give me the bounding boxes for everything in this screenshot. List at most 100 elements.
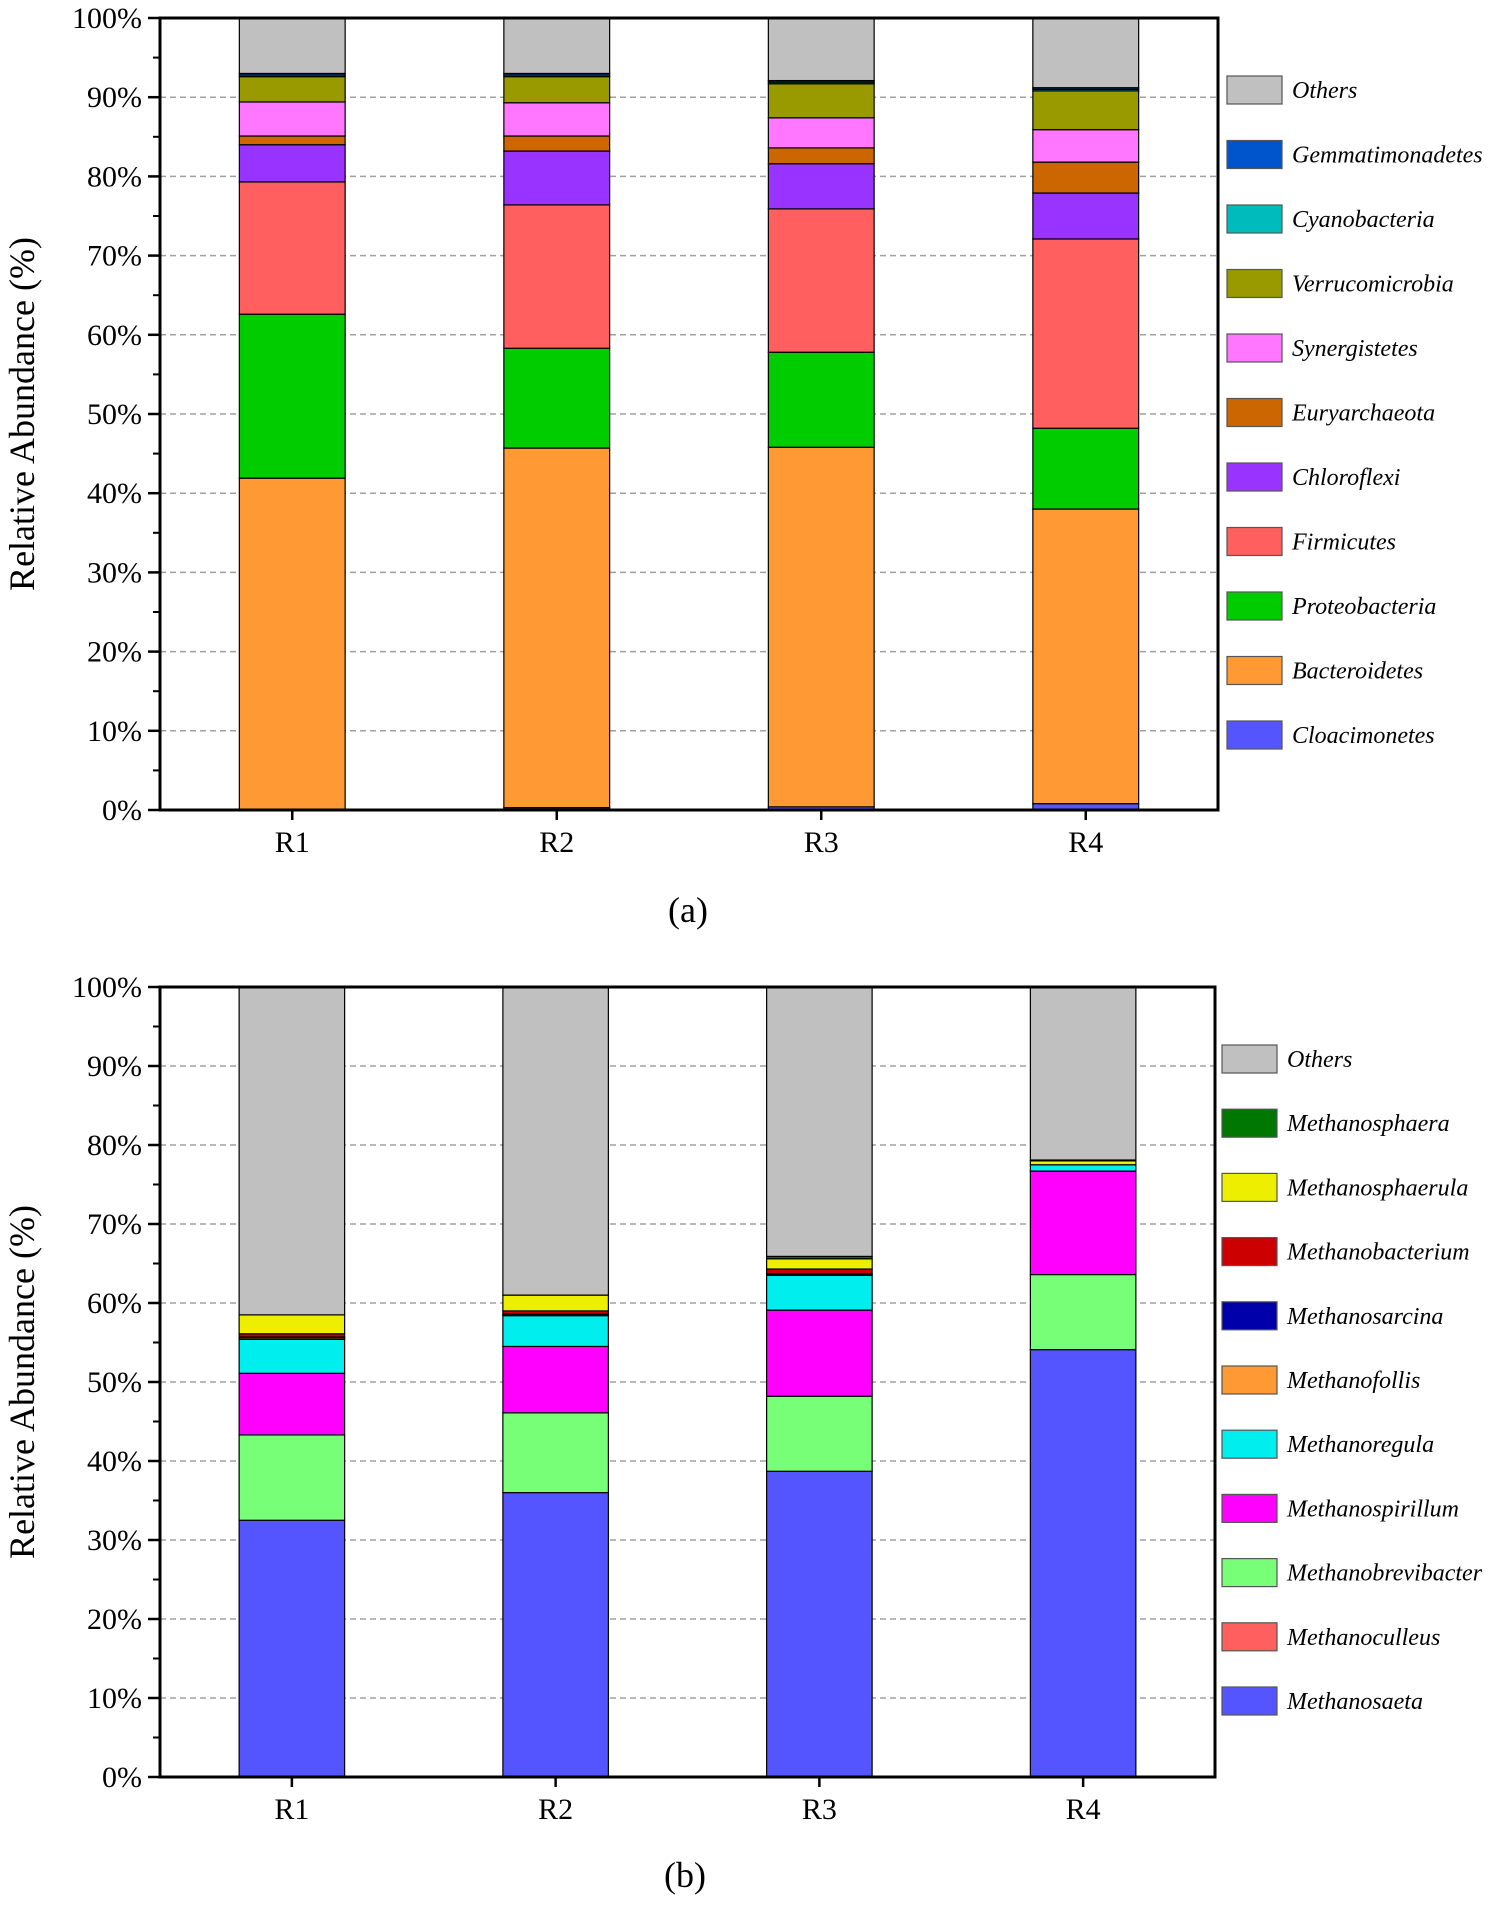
y-tick-label: 30% [87, 556, 142, 589]
legend-swatch-cloacimonetes [1226, 720, 1283, 750]
bar-segment-r1-methanobrevibacter [238, 1434, 346, 1521]
bar-segment-r1-others [238, 986, 346, 1316]
bar-segment-r2-bacteroidetes [503, 447, 611, 809]
bar-segment-r4-methanoregula [1029, 1164, 1137, 1172]
legend-swatch-synergistetes [1226, 333, 1283, 363]
bar-segment-r3-methanobrevibacter [766, 1395, 873, 1472]
legend-swatch-methanosphaerula [1221, 1172, 1278, 1202]
bar-segment-r2-synergistetes [503, 102, 611, 137]
legend-swatch-chloroflexi [1226, 462, 1283, 492]
bar-segment-r3-firmicutes [767, 208, 875, 353]
legend-swatch-methanosaeta [1221, 1686, 1278, 1716]
bar-segment-r1-methanoregula [238, 1338, 346, 1374]
bar-segment-r1-others [238, 17, 346, 75]
legend-swatch-methanobrevibacter [1221, 1557, 1278, 1588]
bar-segment-r2-methanosaeta [502, 1491, 609, 1778]
bar-segment-r3-methanoregula [766, 1274, 873, 1311]
legend-label-verrucomicrobia: Verrucomicrobia [1292, 272, 1454, 298]
legend-swatch-others [1221, 1044, 1278, 1074]
legend-swatch-verrucomicrobia [1226, 268, 1283, 299]
bar-segment-r3-proteobacteria [767, 351, 875, 448]
bar-segment-r1-methanosaeta [238, 1519, 346, 1778]
x-tick-label-r2: R2 [538, 1793, 573, 1826]
legend-label-methanobacterium: Methanobacterium [1286, 1240, 1470, 1266]
y-tick-label: 70% [87, 1208, 142, 1241]
bar-segment-r1-chloroflexi [238, 144, 346, 183]
x-tick-label-r1: R1 [275, 826, 310, 859]
legend-label-euryarchaeota: Euryarchaeota [1291, 401, 1435, 427]
y-tick-label: 100% [72, 971, 142, 1004]
bar-segment-r2-methanobrevibacter [502, 1412, 609, 1494]
legend-label-others: Others [1292, 78, 1357, 104]
bar-segment-r4-proteobacteria [1032, 427, 1140, 510]
bar-segment-r2-proteobacteria [503, 347, 611, 449]
chart-a-svg: 0% 10% 20% 30% 40% 50% 60% 70% 80% 90% 100% R1 R2 R3 R… [2, 2, 1483, 930]
bar-segment-r1-synergistetes [238, 101, 346, 137]
y-tick-label: 60% [87, 1287, 142, 1320]
bar-segment-r4-verrucomicrobia [1032, 90, 1140, 131]
bar-segment-r2-euryarchaeota [503, 135, 611, 152]
y-tick-label: 50% [87, 398, 142, 431]
bar-segment-r2-verrucomicrobia [503, 76, 611, 104]
y-axis-title: Relative Abundance (%) [2, 1205, 42, 1559]
bar-segment-r4-bacteroidetes [1032, 508, 1140, 805]
x-tick-label-r2: R2 [539, 826, 574, 859]
legend-label-cyanobacteria: Cyanobacteria [1292, 207, 1435, 233]
legend-label-others: Others [1287, 1047, 1352, 1073]
y-tick-label: 0% [102, 1761, 142, 1794]
legend-swatch-proteobacteria [1226, 591, 1283, 621]
bar-segment-r2-firmicutes [503, 204, 611, 349]
legend-swatch-methanoregula [1221, 1429, 1278, 1459]
legend-swatch-methanobacterium [1221, 1237, 1278, 1267]
legend-label-methanofollis: Methanofollis [1286, 1368, 1420, 1394]
x-tick-label-r4: R4 [1066, 1793, 1101, 1826]
bar-segment-r3-methanosphaerula [766, 1258, 873, 1270]
y-tick-label: 60% [87, 319, 142, 352]
bar-segment-r3-bacteroidetes [767, 446, 875, 808]
x-tick-label-r4: R4 [1068, 826, 1103, 859]
legend-swatch-methanosarcina [1221, 1301, 1278, 1331]
y-tick-label: 30% [87, 1524, 142, 1557]
y-tick-label: 100% [72, 2, 142, 35]
legend-label-methanobrevibacter: Methanobrevibacter [1286, 1561, 1483, 1587]
bar-segment-r2-others [503, 17, 611, 75]
legend-label-cloacimonetes: Cloacimonetes [1292, 723, 1435, 749]
legend-label-bacteroidetes: Bacteroidetes [1292, 659, 1423, 685]
y-tick-label: 70% [87, 240, 142, 273]
figure-caption: (b) [664, 1855, 706, 1895]
chart-b-svg: 0% 10% 20% 30% 40% 50% 60% 70% 80% 90% 100% R1 R2 R3 R… [2, 971, 1483, 1895]
bar-segment-r3-synergistetes [767, 117, 875, 149]
bar-segment-r2-others [502, 986, 609, 1296]
bar-segment-r4-others [1029, 986, 1137, 1161]
bar-segment-r3-others [767, 17, 875, 82]
legend-swatch-methanospirillum [1221, 1493, 1278, 1524]
legend-swatch-methanosphaera [1221, 1108, 1278, 1138]
legend-label-firmicutes: Firmicutes [1291, 530, 1396, 556]
bar-segment-r3-methanospirillum [766, 1309, 873, 1397]
bar-segment-r4-firmicutes [1032, 238, 1140, 429]
bar-segment-r4-methanosaeta [1029, 1349, 1137, 1778]
y-tick-label: 40% [87, 1445, 142, 1478]
bar-segment-r1-bacteroidetes [238, 477, 346, 811]
y-tick-label: 20% [87, 636, 142, 669]
x-tick-label-r3: R3 [804, 826, 839, 859]
legend-label-methanosphaerula: Methanosphaerula [1286, 1175, 1468, 1201]
y-axis-title: Relative Abundance (%) [2, 237, 42, 591]
y-tick-label: 40% [87, 477, 142, 510]
legend-swatch-euryarchaeota [1226, 397, 1283, 428]
bar-segment-r2-methanosphaerula [502, 1294, 609, 1312]
legend-swatch-firmicutes [1226, 526, 1283, 557]
y-tick-label: 0% [102, 794, 142, 827]
y-tick-label: 80% [87, 1129, 142, 1162]
bar-segment-r3-methanobacterium [766, 1268, 873, 1275]
legend-label-chloroflexi: Chloroflexi [1292, 465, 1400, 491]
legend-label-methanosphaera: Methanosphaera [1286, 1111, 1450, 1137]
figure-caption: (a) [668, 890, 708, 930]
bar-segment-r2-methanospirillum [502, 1345, 609, 1414]
legend-label-gemmatimonadetes: Gemmatimonadetes [1292, 143, 1483, 169]
legend-label-methanospirillum: Methanospirillum [1286, 1496, 1459, 1522]
y-tick-label: 50% [87, 1366, 142, 1399]
bar-segment-r1-methanospirillum [238, 1372, 346, 1436]
legend-label-synergistetes: Synergistetes [1292, 336, 1418, 362]
bar-segment-r3-verrucomicrobia [767, 83, 875, 119]
